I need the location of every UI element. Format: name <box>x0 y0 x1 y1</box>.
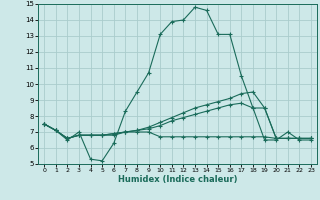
X-axis label: Humidex (Indice chaleur): Humidex (Indice chaleur) <box>118 175 237 184</box>
